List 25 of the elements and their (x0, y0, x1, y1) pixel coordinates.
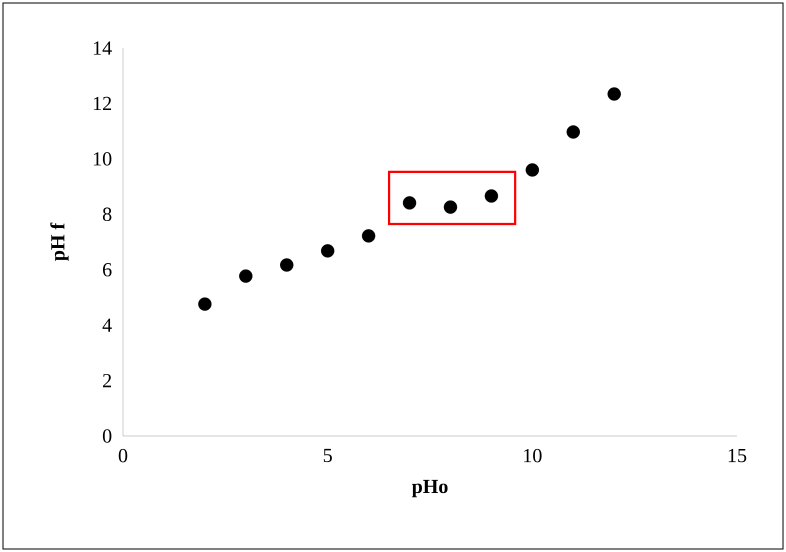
point (239, 269, 253, 283)
point (320, 244, 334, 258)
y-axis-title: pH f (50, 222, 69, 261)
y-tick-label: 4 (102, 318, 112, 332)
y-tick-label: 0 (102, 429, 112, 443)
y-tick-label: 12 (94, 96, 112, 110)
point (484, 189, 498, 203)
point (280, 258, 294, 272)
y-tick-label: 6 (103, 263, 112, 276)
point (526, 163, 540, 177)
point (402, 196, 416, 210)
x-tick-label: 15 (728, 448, 746, 462)
point (444, 200, 458, 214)
x-tick-label: 10 (524, 448, 542, 462)
y-tick-label: 14 (94, 41, 112, 55)
point (566, 125, 580, 139)
y-tick-label: 8 (102, 208, 112, 222)
x-axis-title: pHo (412, 480, 448, 498)
y-tick-label: 2 (103, 374, 112, 388)
x-tick-label: 5 (324, 448, 332, 462)
x-tick-label: 0 (118, 448, 128, 462)
point (608, 87, 621, 101)
point (362, 229, 376, 243)
point (198, 297, 212, 311)
y-tick-label: 10 (94, 152, 112, 166)
